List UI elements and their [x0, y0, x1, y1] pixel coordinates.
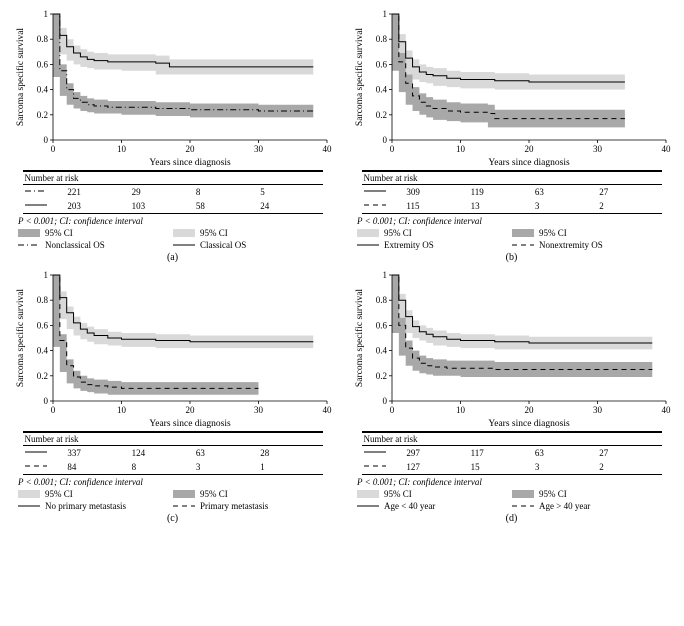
legend-item: Age < 40 year: [357, 501, 502, 511]
legend-item: Nonclassical OS: [18, 240, 163, 250]
legend-item: Classical OS: [173, 240, 318, 250]
panel-d: 00.20.40.60.81010203040Years since diagn…: [347, 269, 676, 524]
legend-a: 95% CI 95% CI Nonclassical OS Classical OS: [18, 228, 318, 250]
svg-text:0: 0: [389, 144, 394, 154]
legend-item: 95% CI: [512, 489, 657, 499]
legend-item: 95% CI: [173, 489, 318, 499]
p-text-a: P < 0.001; CI: confidence interval: [18, 216, 337, 226]
figure-grid: 00.20.40.60.81010203040Years since diagn…: [8, 8, 676, 524]
panel-label-c: (c): [8, 513, 337, 524]
svg-text:20: 20: [185, 405, 195, 415]
panel-c: 00.20.40.60.81010203040Years since diagn…: [8, 269, 337, 524]
legend-item: 95% CI: [357, 228, 502, 238]
svg-text:1: 1: [382, 9, 387, 19]
svg-text:Sarcoma specific survival: Sarcoma specific survival: [15, 28, 26, 126]
svg-text:0.6: 0.6: [36, 320, 48, 330]
p-text-c: P < 0.001; CI: confidence interval: [18, 477, 337, 487]
legend-item: 95% CI: [18, 489, 163, 499]
svg-text:0.6: 0.6: [36, 59, 48, 69]
svg-text:10: 10: [456, 144, 466, 154]
legend-item: 95% CI: [18, 228, 163, 238]
svg-text:30: 30: [254, 144, 264, 154]
svg-text:10: 10: [117, 405, 127, 415]
svg-text:0.8: 0.8: [36, 295, 48, 305]
svg-text:0.6: 0.6: [375, 59, 387, 69]
svg-text:40: 40: [322, 405, 332, 415]
legend-d: 95% CI 95% CI Age < 40 year Age > 40 year: [357, 489, 657, 511]
svg-text:0: 0: [43, 396, 48, 406]
svg-text:20: 20: [185, 144, 195, 154]
svg-text:0.8: 0.8: [375, 34, 387, 44]
svg-text:20: 20: [524, 144, 534, 154]
svg-text:0.4: 0.4: [375, 346, 387, 356]
svg-text:Sarcoma specific survival: Sarcoma specific survival: [354, 289, 365, 387]
svg-text:Years since diagnosis: Years since diagnosis: [488, 158, 570, 168]
svg-text:0.4: 0.4: [36, 346, 48, 356]
chart-c: 00.20.40.60.81010203040Years since diagn…: [13, 269, 333, 429]
legend-item: Primary metastasis: [173, 501, 318, 511]
legend-item: Nonextremity OS: [512, 240, 657, 250]
svg-text:0.8: 0.8: [36, 34, 48, 44]
risk-table-a: Number at risk22129852031035824: [23, 170, 323, 214]
svg-text:Sarcoma specific survival: Sarcoma specific survival: [354, 28, 365, 126]
svg-text:30: 30: [593, 144, 603, 154]
svg-text:0.2: 0.2: [36, 110, 47, 120]
svg-text:0.8: 0.8: [375, 295, 387, 305]
svg-text:0.6: 0.6: [375, 320, 387, 330]
panel-label-a: (a): [8, 252, 337, 263]
svg-text:Years since diagnosis: Years since diagnosis: [149, 419, 231, 429]
svg-text:Years since diagnosis: Years since diagnosis: [488, 419, 570, 429]
svg-text:0.4: 0.4: [36, 85, 48, 95]
legend-item: No primary metastasis: [18, 501, 163, 511]
svg-text:0: 0: [43, 135, 48, 145]
svg-text:40: 40: [661, 405, 671, 415]
legend-c: 95% CI 95% CI No primary metastasis Primary…: [18, 489, 318, 511]
svg-text:0.4: 0.4: [375, 85, 387, 95]
risk-table-c: Number at risk337124632884831: [23, 431, 323, 475]
legend-item: Age > 40 year: [512, 501, 657, 511]
panel-label-b: (b): [347, 252, 676, 263]
svg-text:30: 30: [254, 405, 264, 415]
svg-text:0: 0: [50, 144, 55, 154]
panel-a: 00.20.40.60.81010203040Years since diagn…: [8, 8, 337, 263]
legend-item: 95% CI: [512, 228, 657, 238]
svg-text:0: 0: [382, 135, 387, 145]
svg-text:30: 30: [593, 405, 603, 415]
legend-b: 95% CI 95% CI Extremity OS Nonextremity OS: [357, 228, 657, 250]
svg-text:1: 1: [43, 9, 48, 19]
svg-text:10: 10: [456, 405, 466, 415]
svg-text:40: 40: [322, 144, 332, 154]
svg-text:Years since diagnosis: Years since diagnosis: [149, 158, 231, 168]
svg-text:20: 20: [524, 405, 534, 415]
legend-item: 95% CI: [173, 228, 318, 238]
svg-text:Sarcoma specific survival: Sarcoma specific survival: [15, 289, 26, 387]
risk-table-d: Number at risk29711763271271532: [362, 431, 662, 475]
svg-text:10: 10: [117, 144, 127, 154]
svg-text:0.2: 0.2: [375, 110, 386, 120]
svg-text:0: 0: [389, 405, 394, 415]
p-text-b: P < 0.001; CI: confidence interval: [357, 216, 676, 226]
panel-b: 00.20.40.60.81010203040Years since diagn…: [347, 8, 676, 263]
legend-item: Extremity OS: [357, 240, 502, 250]
svg-text:1: 1: [43, 270, 48, 280]
panel-label-d: (d): [347, 513, 676, 524]
svg-text:0: 0: [382, 396, 387, 406]
risk-table-b: Number at risk30911963271151332: [362, 170, 662, 214]
chart-b: 00.20.40.60.81010203040Years since diagn…: [352, 8, 672, 168]
legend-item: 95% CI: [357, 489, 502, 499]
svg-text:0.2: 0.2: [375, 371, 386, 381]
svg-text:1: 1: [382, 270, 387, 280]
chart-d: 00.20.40.60.81010203040Years since diagn…: [352, 269, 672, 429]
svg-text:0.2: 0.2: [36, 371, 47, 381]
svg-text:0: 0: [50, 405, 55, 415]
svg-text:40: 40: [661, 144, 671, 154]
chart-a: 00.20.40.60.81010203040Years since diagn…: [13, 8, 333, 168]
p-text-d: P < 0.001; CI: confidence interval: [357, 477, 676, 487]
